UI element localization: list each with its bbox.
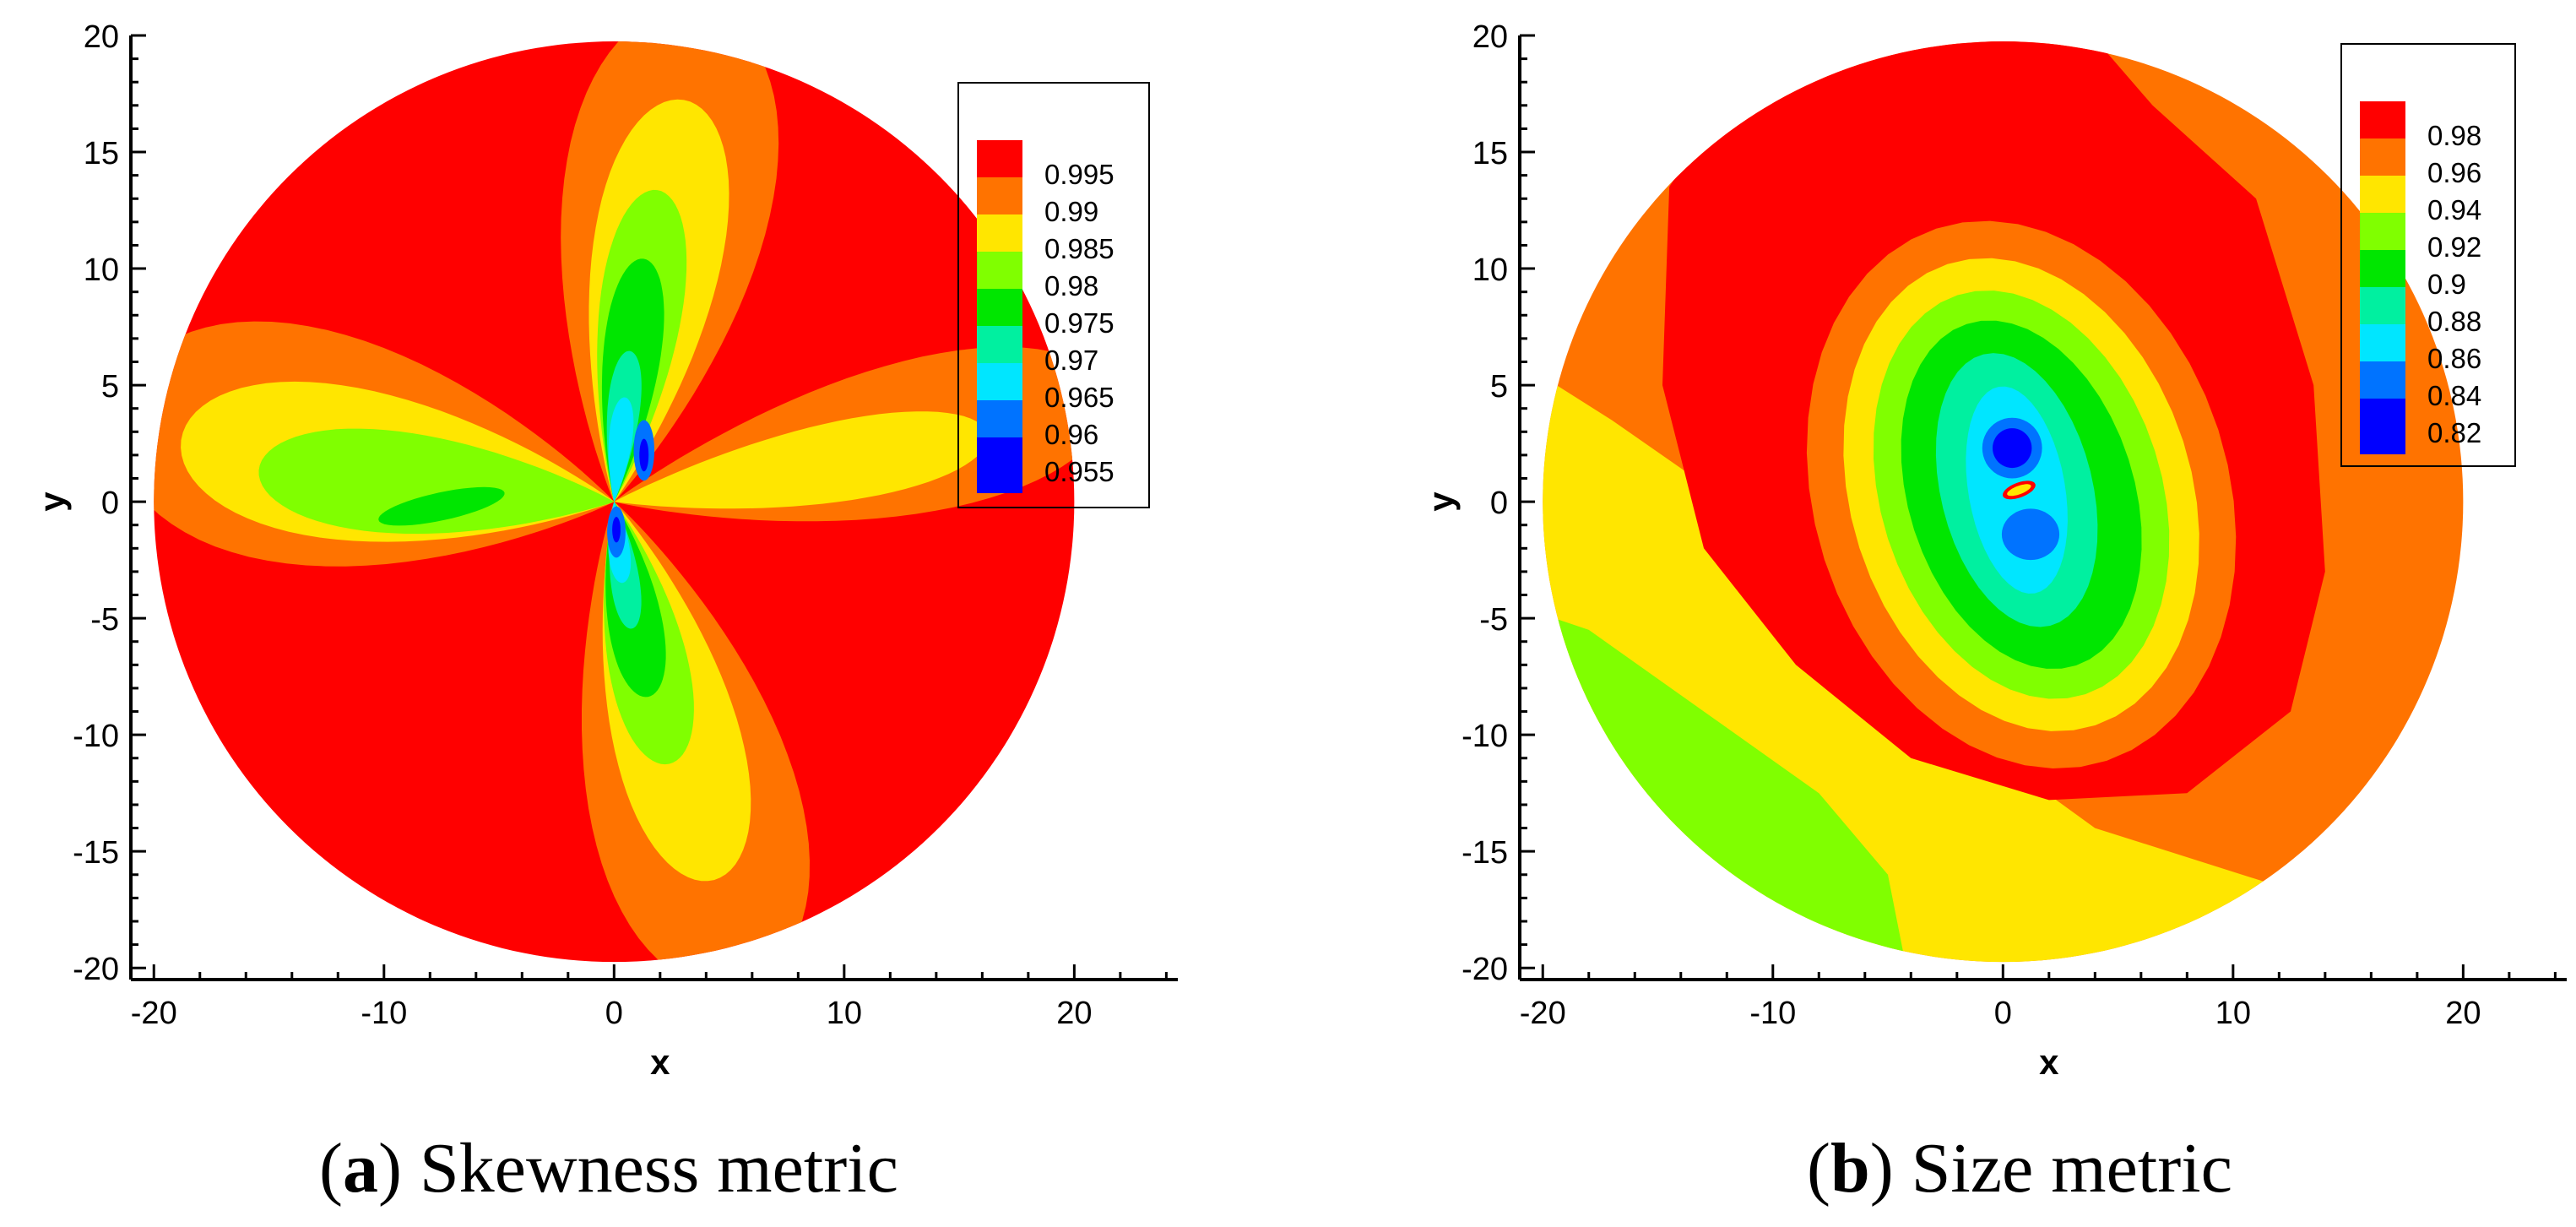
legend-swatch bbox=[2360, 138, 2405, 176]
legend-swatch bbox=[2360, 287, 2405, 324]
legend-label: 0.96 bbox=[1044, 419, 1098, 450]
legend-label: 0.86 bbox=[2427, 343, 2481, 374]
y-tick-label: 5 bbox=[101, 369, 119, 404]
legend-label: 0.9 bbox=[2427, 269, 2466, 300]
y-axis-label: y bbox=[1421, 491, 1461, 512]
legend-swatch bbox=[2360, 213, 2405, 250]
y-tick-label: -10 bbox=[1462, 719, 1508, 754]
x-tick-label: 10 bbox=[827, 996, 862, 1031]
legend-swatch bbox=[977, 252, 1022, 289]
y-tick-label: 20 bbox=[84, 19, 119, 55]
contour-core bbox=[2001, 508, 2060, 561]
contour-core bbox=[639, 438, 649, 472]
x-tick-label: 20 bbox=[2445, 996, 2481, 1031]
y-tick-label: 10 bbox=[84, 252, 119, 288]
x-tick-label: -10 bbox=[361, 996, 407, 1031]
y-tick-label: -5 bbox=[1479, 602, 1508, 638]
contour-lobe bbox=[608, 397, 634, 502]
axes: -20 -15 -10 -5 0 5 10 15 20 -20 -10 0 10 20 x y bbox=[32, 19, 1178, 1082]
legend-label: 0.995 bbox=[1044, 159, 1114, 190]
x-tick-label: 0 bbox=[605, 996, 623, 1031]
x-tick-label: -10 bbox=[1749, 996, 1796, 1031]
legend-swatch bbox=[2360, 324, 2405, 361]
caption-a: (a) Skewness metric bbox=[319, 1129, 898, 1208]
skewness-contour-field bbox=[154, 41, 1075, 963]
contour-patch bbox=[378, 486, 505, 526]
y-tick-label: 0 bbox=[1490, 486, 1508, 521]
x-tick-label: -20 bbox=[1520, 996, 1566, 1031]
color-legend: 0.995 0.99 0.985 0.98 0.975 0.97 0.965 0.96 0.95… bbox=[957, 82, 1150, 508]
legend-label: 0.82 bbox=[2427, 417, 2481, 448]
caption-b: (b) Size metric bbox=[1807, 1129, 2232, 1208]
y-tick-label: 5 bbox=[1490, 369, 1508, 404]
legend-swatch bbox=[2360, 101, 2405, 138]
legend-frame bbox=[957, 82, 1150, 508]
legend-swatch bbox=[977, 437, 1022, 475]
legend-swatch bbox=[2360, 176, 2405, 213]
legend-swatch bbox=[977, 214, 1022, 252]
legend-label: 0.96 bbox=[2427, 157, 2481, 188]
contour-lobe bbox=[258, 428, 615, 535]
y-tick-label: -15 bbox=[1462, 835, 1508, 871]
legend-swatch bbox=[2360, 250, 2405, 287]
y-tick-label: -10 bbox=[73, 719, 119, 754]
legend-swatch bbox=[977, 177, 1022, 214]
x-tick-label: 0 bbox=[1994, 996, 2012, 1031]
y-tick-label: 10 bbox=[1472, 252, 1508, 288]
contour-core bbox=[1993, 428, 2032, 469]
legend-swatch bbox=[977, 475, 1022, 493]
y-tick-label: -20 bbox=[1462, 952, 1508, 987]
y-tick-label: 15 bbox=[84, 136, 119, 171]
caption-letter: b bbox=[1830, 1129, 1870, 1208]
color-legend: 0.98 0.96 0.94 0.92 0.9 0.88 0.86 0.84 0.82 bbox=[2340, 43, 2516, 467]
y-tick-label: 20 bbox=[1472, 19, 1508, 55]
contour-lobe bbox=[614, 411, 989, 509]
caption-title: Size metric bbox=[1911, 1129, 2232, 1208]
legend-label: 0.965 bbox=[1044, 382, 1114, 413]
axes: -20 -15 -10 -5 0 5 10 15 20 -20 -10 0 10 20 x y bbox=[1421, 19, 2567, 1082]
legend-label: 0.985 bbox=[1044, 233, 1114, 264]
y-tick-label: -15 bbox=[73, 835, 119, 871]
legend-label: 0.94 bbox=[2427, 194, 2481, 225]
legend-label: 0.975 bbox=[1044, 307, 1114, 339]
y-axis-label: y bbox=[32, 491, 72, 512]
legend-swatch bbox=[977, 400, 1022, 437]
legend-label: 0.97 bbox=[1044, 345, 1098, 376]
legend-swatch bbox=[977, 326, 1022, 363]
y-tick-label: 15 bbox=[1472, 136, 1508, 171]
y-tick-label: 0 bbox=[101, 486, 119, 521]
legend-swatch bbox=[977, 363, 1022, 400]
contour-center bbox=[2007, 484, 2031, 497]
legend-label: 0.955 bbox=[1044, 456, 1114, 487]
legend-label: 0.98 bbox=[1044, 270, 1098, 301]
legend-label: 0.98 bbox=[2427, 120, 2481, 151]
legend-label: 0.99 bbox=[1044, 196, 1098, 227]
legend-label: 0.88 bbox=[2427, 306, 2481, 337]
x-axis-label: x bbox=[650, 1042, 670, 1082]
legend-swatch bbox=[977, 140, 1022, 177]
x-tick-label: -20 bbox=[131, 996, 177, 1031]
x-tick-label: 20 bbox=[1056, 996, 1092, 1031]
legend-swatch bbox=[2360, 436, 2405, 454]
legend-label: 0.84 bbox=[2427, 380, 2481, 411]
legend-frame bbox=[2340, 43, 2516, 467]
legend-label: 0.92 bbox=[2427, 231, 2481, 263]
contour-core bbox=[612, 517, 621, 543]
legend-swatch bbox=[2360, 399, 2405, 436]
legend-swatch bbox=[977, 289, 1022, 326]
y-tick-label: -20 bbox=[73, 952, 119, 987]
legend-swatch bbox=[2360, 361, 2405, 399]
x-tick-label: 10 bbox=[2215, 996, 2251, 1031]
caption-title: Skewness metric bbox=[419, 1129, 898, 1208]
caption-letter: a bbox=[342, 1129, 378, 1208]
y-tick-label: -5 bbox=[90, 602, 119, 638]
x-axis-label: x bbox=[2039, 1042, 2059, 1082]
